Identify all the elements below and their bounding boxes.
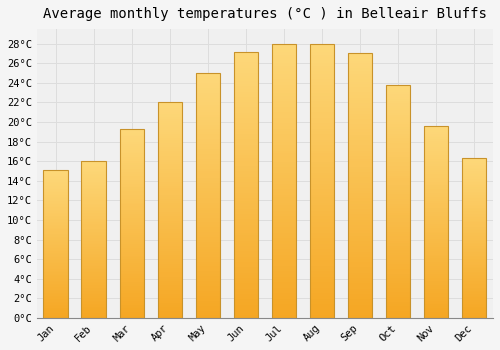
Bar — [272, 44, 296, 318]
Bar — [196, 73, 220, 318]
Bar — [120, 129, 144, 318]
Title: Average monthly temperatures (°C ) in Belleair Bluffs: Average monthly temperatures (°C ) in Be… — [43, 7, 487, 21]
Bar — [310, 44, 334, 318]
Bar — [82, 161, 106, 318]
Bar — [386, 85, 410, 318]
Bar — [44, 170, 68, 318]
Bar — [158, 102, 182, 318]
Bar — [462, 158, 486, 318]
Bar — [424, 126, 448, 318]
Bar — [348, 52, 372, 318]
Bar — [234, 51, 258, 318]
